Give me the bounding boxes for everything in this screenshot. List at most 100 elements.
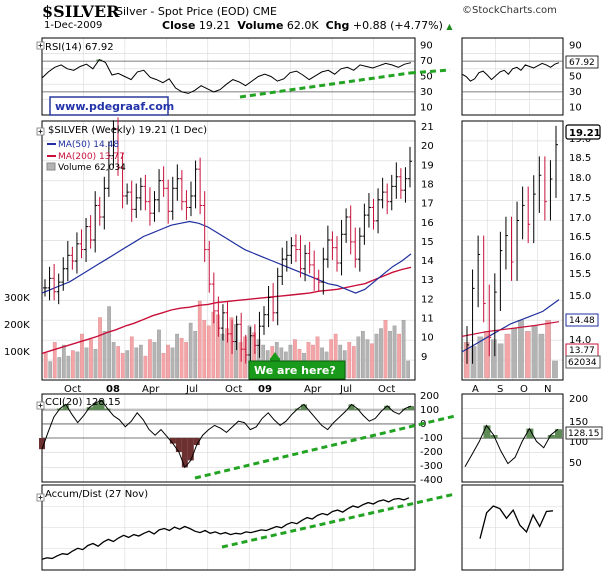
rsi-tick-label: 70 (420, 56, 433, 67)
up-arrow-icon: ▲ (446, 22, 453, 31)
chg-value: +0.88 (+4.77%) (352, 19, 443, 32)
cci-line (41, 399, 412, 469)
cci-small-line (464, 424, 559, 468)
volume-bar (370, 343, 374, 379)
exchange-name: CME (252, 5, 277, 18)
volume-small-bar (531, 325, 538, 379)
price-tick-label: 14 (421, 256, 434, 267)
cci-overbought-fill (92, 403, 99, 410)
volume-bar (406, 360, 411, 379)
cci-oversold-fill (193, 438, 200, 445)
volume-bar (48, 361, 53, 379)
price-small-tick-label: 15.0 (569, 291, 591, 302)
cci-value-tag-text: 128.15 (568, 429, 600, 439)
price-small-tick-label: 14.0 (569, 335, 591, 346)
volume-small-bar (477, 336, 484, 379)
cci-overbought-fill (294, 408, 301, 410)
x-tick-label: Jul (339, 384, 352, 395)
volume-value-tag-text: 62034 (568, 358, 597, 368)
price-tick-label: 9 (421, 352, 427, 363)
rsi-label: RSI(14) 67.92 (45, 42, 114, 53)
cci-overbought-fill (98, 400, 105, 410)
price-tick-label: 17 (421, 199, 434, 210)
ma50-small-line (461, 299, 560, 353)
price-value-tag (565, 124, 601, 140)
x-small-tick-label: O (520, 384, 528, 395)
volume-bar (202, 320, 207, 379)
volume-bar (43, 353, 48, 379)
volume-bar (193, 331, 198, 379)
volume-bar (238, 342, 243, 379)
volume-value-tag (565, 355, 601, 369)
cci-overbought-fill (348, 404, 355, 410)
up-arrow-icon (270, 352, 280, 359)
rsi-small-tick-label: 50 (569, 72, 582, 83)
price-tick-label: 19 (421, 160, 434, 171)
volume-bar (234, 324, 238, 379)
price-label: $SILVER (Weekly) 19.21 (1 Dec) (48, 125, 207, 136)
chg-label: Chg (325, 19, 350, 32)
rsi-small-tick-label: 10 (569, 102, 582, 113)
volume-bar (66, 355, 71, 379)
volume-bar (125, 350, 130, 379)
website-box (49, 96, 169, 116)
callout-label: We are here? (254, 364, 336, 377)
ma200-value-tag-text: 13.77 (569, 346, 595, 356)
volume-small-bar (552, 360, 558, 379)
rsi-value-tag-text: 67.92 (569, 58, 595, 68)
price-small-tick-label: 16.5 (569, 232, 591, 243)
cci-small-tick-label: 150 (569, 417, 588, 428)
x-tick-label: 09 (258, 384, 272, 395)
volume-bar (61, 344, 66, 379)
rsi-tick-label: 10 (420, 102, 433, 113)
x-tick-label: Jul (185, 384, 198, 395)
volume-bar (84, 347, 89, 379)
price-tick-label: 20 (421, 141, 434, 152)
brand-label: ©StockCharts.com (462, 5, 557, 16)
volume-bar (120, 353, 125, 379)
cci-overbought-fill (62, 404, 69, 410)
volume-bar (388, 331, 392, 379)
price-small-tick-label: 17.0 (569, 213, 591, 224)
volume-bar (107, 306, 111, 379)
price-tick-label: 18 (421, 179, 434, 190)
volume-label: Volume (237, 19, 284, 32)
price-tick-label: 16 (421, 218, 434, 229)
price-small-tick-label: 16.0 (569, 252, 591, 263)
volume-bar (166, 344, 170, 379)
price-tick-label: 21 (421, 122, 434, 133)
ma50-value-tag-text: 14.48 (569, 316, 595, 326)
volume-bar (397, 333, 401, 379)
rsi-line (41, 58, 412, 94)
volume-small-bar (490, 339, 497, 379)
cci-tick-label: -400 (420, 475, 443, 486)
x-small-tick-label: N (544, 384, 551, 395)
volume-small-bar (545, 320, 552, 379)
volume-value: 62.0K (286, 19, 319, 32)
chart-subtitle: Silver - Spot Price (EOD) CME (116, 5, 277, 18)
cci-small-tick-label: 50 (569, 458, 582, 469)
volume-tick-label: 100K (4, 347, 30, 358)
x-tick-label: Apr (304, 384, 322, 395)
close-value: 19.21 (198, 19, 231, 32)
price-value-tag-text: 19.21 (569, 128, 601, 139)
ma50-label: MA(50) 14.48 (58, 140, 119, 150)
volume-bar (206, 325, 211, 379)
volume-bar (143, 355, 148, 379)
cci-tick-label: 100 (420, 405, 439, 416)
ma50-line (41, 220, 412, 294)
volume-bar (116, 346, 121, 379)
ad-small-line (479, 505, 554, 539)
cci-trendline (194, 414, 456, 480)
cci-overbought-fill (402, 408, 409, 410)
cci-overbought-fill (408, 406, 414, 410)
rsi-tick-label: 30 (420, 87, 433, 98)
ma200-label: MA(200) 13.77 (58, 152, 125, 162)
volume-bar (361, 331, 365, 379)
volume-small-bar (504, 333, 511, 379)
volume-bar (351, 346, 356, 379)
price-tick-label: 10 (421, 333, 434, 344)
volume-bar (152, 342, 157, 379)
rsi-tick-label: 50 (420, 72, 433, 83)
